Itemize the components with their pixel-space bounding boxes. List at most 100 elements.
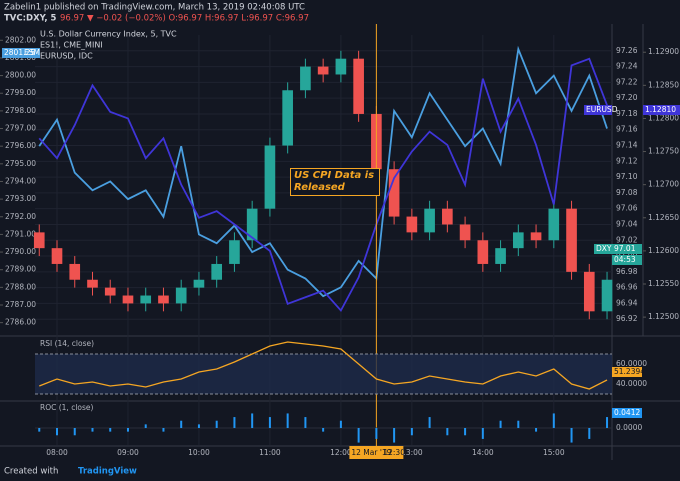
pane-title: ROC (1, close) [40, 403, 94, 412]
candle-body [512, 232, 524, 249]
y-tick-label: 97.04 [616, 219, 638, 228]
es-tag-value-bg [2, 48, 22, 58]
y2-tick-label: 1.12500 [648, 312, 679, 321]
y-tick-label: 97.08 [616, 188, 638, 197]
x-tick-label: 08:00 [46, 448, 68, 457]
candle-body [495, 248, 506, 264]
candle-body [583, 271, 595, 312]
y3-tick-label: 2799.00 [5, 88, 36, 97]
roc-bar [162, 427, 165, 432]
y3-tick-label: 2795.00 [5, 159, 36, 168]
roc-bar [446, 427, 449, 436]
rsi-line [39, 341, 608, 390]
es-tag-name-bg [22, 48, 40, 58]
roc-bar [570, 427, 573, 443]
candle-body [104, 287, 116, 296]
y2-tick-label: 1.12750 [648, 147, 679, 156]
event-time-box [349, 446, 404, 459]
roc-bar [481, 427, 484, 439]
rsi-tag-bg [612, 367, 642, 377]
y3-tick-label: 2787.00 [5, 300, 36, 309]
candle-body [140, 295, 152, 304]
y-tick-label: 97.20 [616, 93, 638, 102]
candle-body [211, 263, 223, 280]
roc-bar [322, 427, 325, 432]
y-tick-label: 97.26 [616, 46, 638, 55]
series-line [38, 57, 608, 313]
candle-body [353, 58, 364, 114]
symbol: TVC:DXY, 5 [4, 14, 57, 24]
dxy-tag-name: DXY [596, 244, 612, 253]
legend-entry: ES1!, CME_MINI [40, 41, 103, 50]
roc-bar [38, 427, 41, 432]
y3-tick-label: 2793.00 [5, 194, 36, 203]
roc-bar [126, 427, 129, 432]
y-tick-label: 0.0000 [616, 423, 642, 432]
roc-bar [606, 417, 609, 428]
publisher: Zabelin1 published on TradingView.com, M… [4, 3, 305, 13]
countdown-bg [612, 255, 642, 265]
candle-body [282, 90, 293, 146]
y3-tick-label: 2797.00 [5, 124, 36, 133]
x-tick-label: 12:00 [330, 448, 352, 457]
candle-body [601, 279, 613, 312]
roc-bar [375, 427, 378, 439]
candle-body [69, 263, 81, 280]
y-tick-label: 97.02 [616, 235, 638, 244]
y-tick-label: 97.22 [616, 77, 638, 86]
dxy-tag-value-bg [612, 244, 642, 254]
es-tag-name: ESM [24, 48, 40, 57]
roc-bar [73, 427, 76, 436]
y3-tick-label: 2786.00 [5, 318, 36, 327]
roc-bar [215, 420, 218, 428]
y3-tick-label: 2792.00 [5, 212, 36, 221]
eurusd-tag-value: 1.12810 [645, 105, 676, 114]
es-tag-value: 2801.25 [4, 48, 35, 57]
roc-bar [357, 427, 360, 443]
y2-tick-label: 1.12850 [648, 80, 679, 89]
candle-body [229, 240, 240, 264]
roc-bar [535, 427, 538, 432]
footer-created: Created with [4, 467, 58, 477]
x-tick-label: 11:00 [259, 448, 281, 457]
candle-body [33, 232, 45, 249]
candle-body [122, 295, 134, 304]
pane-title: U.S. Dollar Currency Index, 5, TVC [40, 30, 177, 39]
roc-bar [552, 413, 555, 428]
y3-tick-label: 2791.00 [5, 229, 36, 238]
annotation: US CPI Data is Released [290, 168, 380, 196]
y3-tick-label: 2800.00 [5, 71, 36, 80]
y-tick-label: 97.24 [616, 62, 638, 71]
pane-title: RSI (14, close) [40, 339, 94, 348]
y-tick-label: 97.16 [616, 125, 638, 134]
event-time: 12:30 [383, 448, 405, 457]
candle-body [158, 295, 169, 304]
rsi-tag: 51.2394 [614, 367, 645, 376]
roc-bar [588, 427, 591, 439]
roc-bar [233, 417, 236, 428]
x-tick-label: 14:00 [472, 448, 494, 457]
roc-tag-bg [612, 408, 642, 418]
y3-tick-label: 2790.00 [5, 247, 36, 256]
y3-tick-label: 2794.00 [5, 176, 36, 185]
roc-bar [393, 427, 396, 443]
candle-body [87, 279, 98, 288]
dxy-tag-name-bg [594, 244, 612, 254]
candle-body [246, 208, 258, 241]
y-tick-label: 97.14 [616, 141, 638, 150]
eurusd-tag-value-bg [643, 105, 680, 115]
roc-bar [464, 427, 467, 436]
band-fill [35, 354, 612, 394]
roc-bar [339, 420, 342, 428]
roc-bar [197, 424, 200, 428]
legend-entry: EURUSD, IDC [40, 52, 93, 61]
y-tick-label: 96.96 [616, 283, 638, 292]
candle-body [335, 58, 347, 75]
roc-bar [180, 420, 183, 428]
roc-bar [517, 420, 520, 428]
y-tick-label: 96.94 [616, 298, 638, 307]
y-tick-label: 60.0000 [616, 359, 647, 368]
candle-body [264, 145, 276, 209]
